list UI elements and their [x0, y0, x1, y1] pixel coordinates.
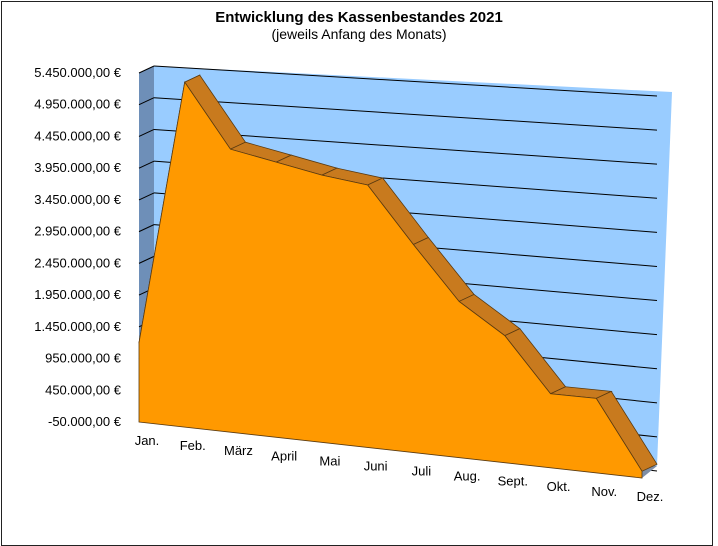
y-tick-label: 3.950.000,00 € — [34, 160, 122, 175]
y-tick-label: 950.000,00 € — [45, 351, 122, 366]
x-tick-label: Jan. — [135, 433, 160, 448]
x-tick-label: Sept. — [498, 474, 528, 489]
x-tick-label: März — [224, 443, 253, 458]
y-tick-label: 5.450.000,00 € — [34, 65, 122, 80]
x-tick-label: Feb. — [180, 438, 206, 453]
y-tick-label: 450.000,00 € — [45, 382, 122, 397]
x-tick-label: Mai — [319, 453, 340, 468]
x-tick-label: Nov. — [591, 484, 617, 499]
y-tick-label: 2.950.000,00 € — [34, 224, 122, 239]
x-tick-label: Juli — [412, 464, 432, 479]
y-tick-label: 4.950.000,00 € — [34, 97, 122, 112]
y-axis-ticks: 5.450.000,00 € 4.950.000,00 € 4.450.000,00… — [34, 65, 122, 429]
y-tick-label: -50.000,00 € — [48, 414, 122, 429]
y-tick-label: 1.950.000,00 € — [34, 287, 122, 302]
x-tick-label: April — [271, 448, 297, 463]
y-tick-label: 2.450.000,00 € — [34, 255, 122, 270]
x-tick-label: Juni — [364, 458, 388, 473]
x-tick-label: Dez. — [637, 489, 664, 504]
y-tick-label: 4.450.000,00 € — [34, 128, 122, 143]
y-tick-label: 1.450.000,00 € — [34, 319, 122, 334]
x-tick-label: Okt. — [547, 479, 571, 494]
x-tick-label: Aug. — [454, 469, 481, 484]
y-tick-label: 3.450.000,00 € — [34, 192, 122, 207]
